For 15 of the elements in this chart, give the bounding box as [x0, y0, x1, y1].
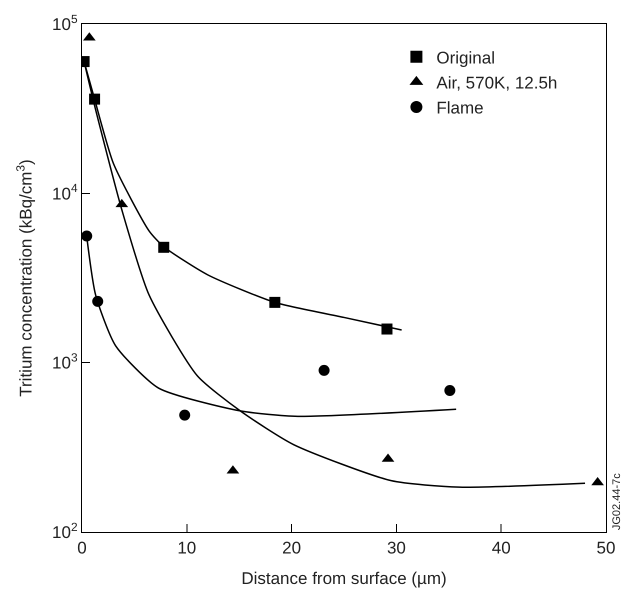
y-tick-label: 10$^{5}$	[52, 12, 78, 34]
y-tick-label: 10$^{2}$	[52, 520, 78, 542]
y-tick-label: 10$^{4}$	[52, 181, 78, 204]
x-tick-label: 10	[177, 538, 196, 558]
x-tick-label: 0	[77, 538, 87, 558]
x-tick-label: 50	[596, 538, 616, 558]
x-tick-label: 20	[282, 538, 302, 558]
text: JG02.44-7c	[611, 472, 624, 530]
x-tick-label: 30	[386, 538, 406, 558]
legend-label: Original	[436, 48, 495, 68]
legend-label: Flame	[436, 98, 484, 118]
x-axis-title: Distance from surface (µm)	[241, 568, 447, 588]
x-tick-label: 40	[492, 538, 511, 558]
legend-label: Air, 570K, 12.5h	[436, 74, 558, 93]
y-tick-label: 10$^{3}$	[52, 350, 78, 373]
